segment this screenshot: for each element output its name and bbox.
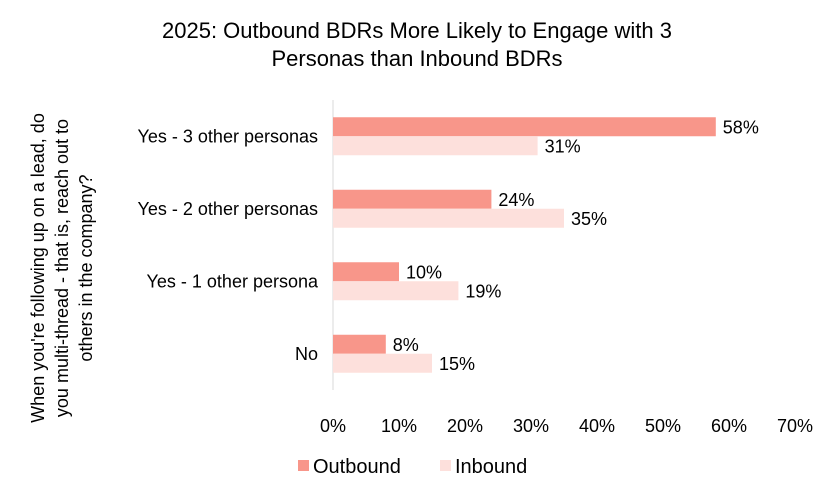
legend-label-inbound: Inbound — [455, 456, 527, 478]
data-label-outbound: 58% — [723, 117, 759, 137]
x-tick-label: 40% — [579, 416, 615, 436]
legend-swatch-inbound — [440, 460, 451, 471]
x-tick-label: 0% — [320, 416, 346, 436]
x-tick-label: 30% — [513, 416, 549, 436]
chart-title-line: 2025: Outbound BDRs More Likely to Engag… — [162, 18, 672, 43]
legend: Outbound Inbound — [298, 456, 527, 478]
data-label-inbound: 31% — [545, 136, 581, 156]
y-axis-label-line: When you're following up on a lead, do — [28, 113, 48, 423]
category-label: Yes - 2 other personas — [138, 199, 318, 219]
bar-outbound — [333, 262, 399, 282]
y-axis-label-line: others in the company? — [76, 174, 96, 361]
x-tick-label: 20% — [447, 416, 483, 436]
data-label-outbound: 24% — [498, 190, 534, 210]
category-label: Yes - 3 other personas — [138, 126, 318, 146]
bar-inbound — [333, 208, 564, 228]
x-tick-label: 50% — [645, 416, 681, 436]
bars — [333, 117, 716, 373]
category-label: No — [295, 344, 318, 364]
legend-label-outbound: Outbound — [313, 456, 401, 478]
chart-title-line: Personas than Inbound BDRs — [271, 46, 562, 71]
category-label: Yes - 1 other persona — [147, 271, 319, 291]
data-label-inbound: 19% — [465, 281, 501, 301]
data-label-outbound: 10% — [406, 262, 442, 282]
x-tick-label: 10% — [381, 416, 417, 436]
x-tick-label: 60% — [711, 416, 747, 436]
x-tick-label: 70% — [777, 416, 813, 436]
data-label-inbound: 35% — [571, 209, 607, 229]
data-label-inbound: 15% — [439, 354, 475, 374]
y-axis-label-line: you multi-thread - that is, reach out to — [52, 119, 72, 417]
bar-outbound — [333, 189, 492, 209]
bar-inbound — [333, 281, 459, 301]
bar-inbound — [333, 353, 432, 373]
bar-inbound — [333, 136, 538, 156]
bar-outbound — [333, 334, 386, 354]
data-label-outbound: 8% — [393, 335, 419, 355]
bar-outbound — [333, 117, 716, 137]
data-labels: 58% 31% 24% 35% 10% 19% 8% 15% — [393, 117, 759, 374]
x-tick-labels: 0% 10% 20% 30% 40% 50% 60% 70% — [320, 416, 813, 436]
category-labels: Yes - 3 other personas Yes - 2 other pers… — [138, 126, 319, 364]
legend-swatch-outbound — [298, 460, 309, 471]
y-axis-label: When you're following up on a lead, do yo… — [28, 113, 96, 423]
chart-title: 2025: Outbound BDRs More Likely to Engag… — [162, 18, 672, 71]
